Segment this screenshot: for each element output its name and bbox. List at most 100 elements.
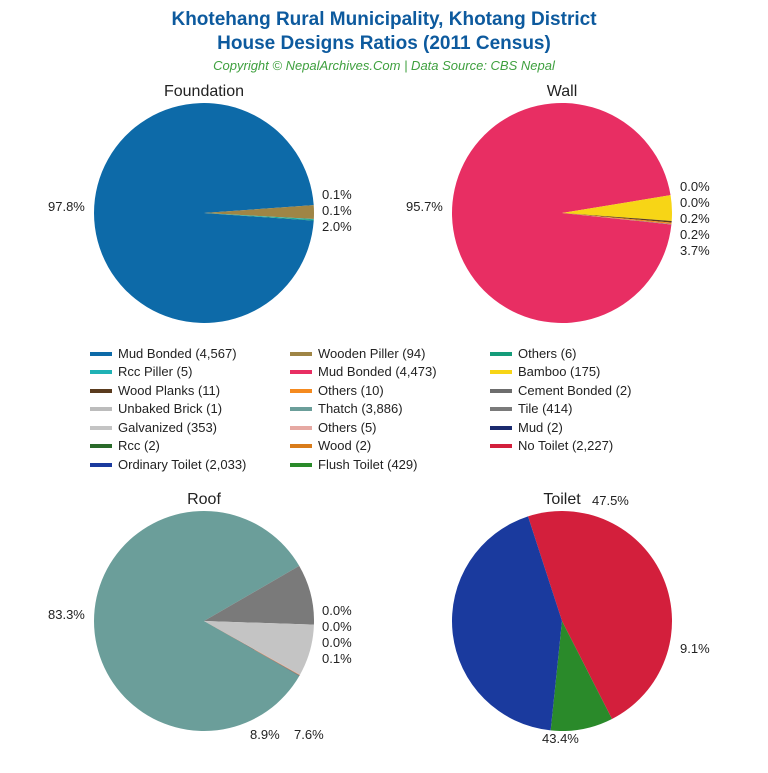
legend-item: Mud (2) [490, 419, 690, 438]
legend-label: Mud Bonded (4,567) [118, 345, 237, 364]
legend-swatch [290, 463, 312, 467]
pct-label: 0.2% [680, 211, 710, 226]
legend-item: Cement Bonded (2) [490, 382, 690, 401]
legend-label: Unbaked Brick (1) [118, 400, 222, 419]
chart-title-roof: Roof [84, 491, 324, 509]
legend-swatch [490, 407, 512, 411]
pct-label: 0.1% [322, 651, 352, 666]
legend-swatch [290, 370, 312, 374]
legend-swatch [90, 463, 112, 467]
legend-label: Thatch (3,886) [318, 400, 403, 419]
legend-item: Galvanized (353) [90, 419, 290, 438]
pie-svg-roof [94, 511, 314, 731]
legend-label: Galvanized (353) [118, 419, 217, 438]
pie-wall: 95.7%0.0%0.0%0.2%0.2%3.7% [452, 103, 672, 323]
chart-title-wall: Wall [442, 83, 682, 101]
legend-label: Rcc (2) [118, 437, 160, 456]
pct-label: 0.0% [680, 195, 710, 210]
legend-column: Wooden Piller (94)Mud Bonded (4,473)Othe… [290, 345, 490, 475]
legend-swatch [290, 444, 312, 448]
legend-item: Mud Bonded (4,567) [90, 345, 290, 364]
pct-label: 0.0% [322, 635, 352, 650]
chart-foundation: Foundation 97.8%0.1%0.1%2.0% [84, 83, 324, 323]
pct-label: 0.1% [322, 203, 352, 218]
legend-label: Cement Bonded (2) [518, 382, 631, 401]
legend-swatch [290, 407, 312, 411]
pct-label: 3.7% [680, 243, 710, 258]
legend-label: No Toilet (2,227) [518, 437, 613, 456]
pct-label: 0.0% [680, 179, 710, 194]
legend-label: Others (5) [318, 419, 377, 438]
legend-label: Others (10) [318, 382, 384, 401]
chart-wall: Wall 95.7%0.0%0.0%0.2%0.2%3.7% [442, 83, 682, 323]
legend-item: Thatch (3,886) [290, 400, 490, 419]
legend-item: Others (6) [490, 345, 690, 364]
legend-swatch [290, 352, 312, 356]
legend-item: Unbaked Brick (1) [90, 400, 290, 419]
legend-column: Mud Bonded (4,567)Rcc Piller (5)Wood Pla… [90, 345, 290, 475]
pie-roof: 83.3%0.0%0.0%0.0%0.1%8.9%7.6% [94, 511, 314, 731]
pct-label: 0.2% [680, 227, 710, 242]
pct-label: 8.9% [250, 727, 280, 742]
legend-item: Tile (414) [490, 400, 690, 419]
pie-svg-wall [452, 103, 672, 323]
legend-label: Mud (2) [518, 419, 563, 438]
chart-roof: Roof 83.3%0.0%0.0%0.0%0.1%8.9%7.6% [84, 491, 324, 731]
legend-swatch [90, 389, 112, 393]
legend-swatch [290, 389, 312, 393]
legend-item: Rcc Piller (5) [90, 363, 290, 382]
legend-swatch [90, 407, 112, 411]
charts-container: Foundation 97.8%0.1%0.1%2.0% Wall 95.7%0… [0, 73, 768, 773]
legend-item: Rcc (2) [90, 437, 290, 456]
legend-item: Wood (2) [290, 437, 490, 456]
legend-item: Flush Toilet (429) [290, 456, 490, 475]
pie-foundation: 97.8%0.1%0.1%2.0% [94, 103, 314, 323]
legend-label: Mud Bonded (4,473) [318, 363, 437, 382]
pct-label: 0.0% [322, 603, 352, 618]
copyright-text: Copyright © NepalArchives.Com | Data Sou… [0, 58, 768, 73]
pie-svg-foundation [94, 103, 314, 323]
legend-label: Bamboo (175) [518, 363, 600, 382]
pct-label: 2.0% [322, 219, 352, 234]
legend-label: Wooden Piller (94) [318, 345, 425, 364]
legend-label: Others (6) [518, 345, 577, 364]
legend-swatch [290, 426, 312, 430]
pct-label: 0.1% [322, 187, 352, 202]
legend-item: Others (5) [290, 419, 490, 438]
legend-item: No Toilet (2,227) [490, 437, 690, 456]
legend-label: Wood (2) [318, 437, 371, 456]
pie-toilet: 47.5%9.1%43.4% [452, 511, 672, 731]
legend-item: Others (10) [290, 382, 490, 401]
legend-swatch [490, 426, 512, 430]
title-line-2: House Designs Ratios (2011 Census) [217, 33, 551, 54]
legend-swatch [490, 352, 512, 356]
legend-swatch [490, 370, 512, 374]
legend-item: Wood Planks (11) [90, 382, 290, 401]
legend-swatch [90, 444, 112, 448]
legend-swatch [90, 426, 112, 430]
pct-label: 9.1% [680, 641, 710, 656]
legend: Mud Bonded (4,567)Rcc Piller (5)Wood Pla… [90, 345, 690, 475]
legend-item: Mud Bonded (4,473) [290, 363, 490, 382]
chart-toilet: Toilet 47.5%9.1%43.4% [442, 491, 682, 731]
legend-label: Wood Planks (11) [118, 382, 220, 401]
pie-svg-toilet [452, 511, 672, 731]
pct-label: 83.3% [48, 607, 85, 622]
legend-swatch [490, 444, 512, 448]
legend-item: Bamboo (175) [490, 363, 690, 382]
pct-label: 7.6% [294, 727, 324, 742]
legend-label: Ordinary Toilet (2,033) [118, 456, 246, 475]
pct-label: 97.8% [48, 199, 85, 214]
legend-label: Flush Toilet (429) [318, 456, 417, 475]
legend-item: Ordinary Toilet (2,033) [90, 456, 290, 475]
legend-swatch [90, 352, 112, 356]
legend-label: Tile (414) [518, 400, 572, 419]
title-block: Khotehang Rural Municipality, Khotang Di… [0, 0, 768, 73]
title-line-1: Khotehang Rural Municipality, Khotang Di… [171, 9, 596, 30]
chart-title-foundation: Foundation [84, 83, 324, 101]
pct-label: 0.0% [322, 619, 352, 634]
legend-swatch [90, 370, 112, 374]
pct-label: 47.5% [592, 493, 629, 508]
main-title: Khotehang Rural Municipality, Khotang Di… [0, 8, 768, 56]
legend-swatch [490, 389, 512, 393]
